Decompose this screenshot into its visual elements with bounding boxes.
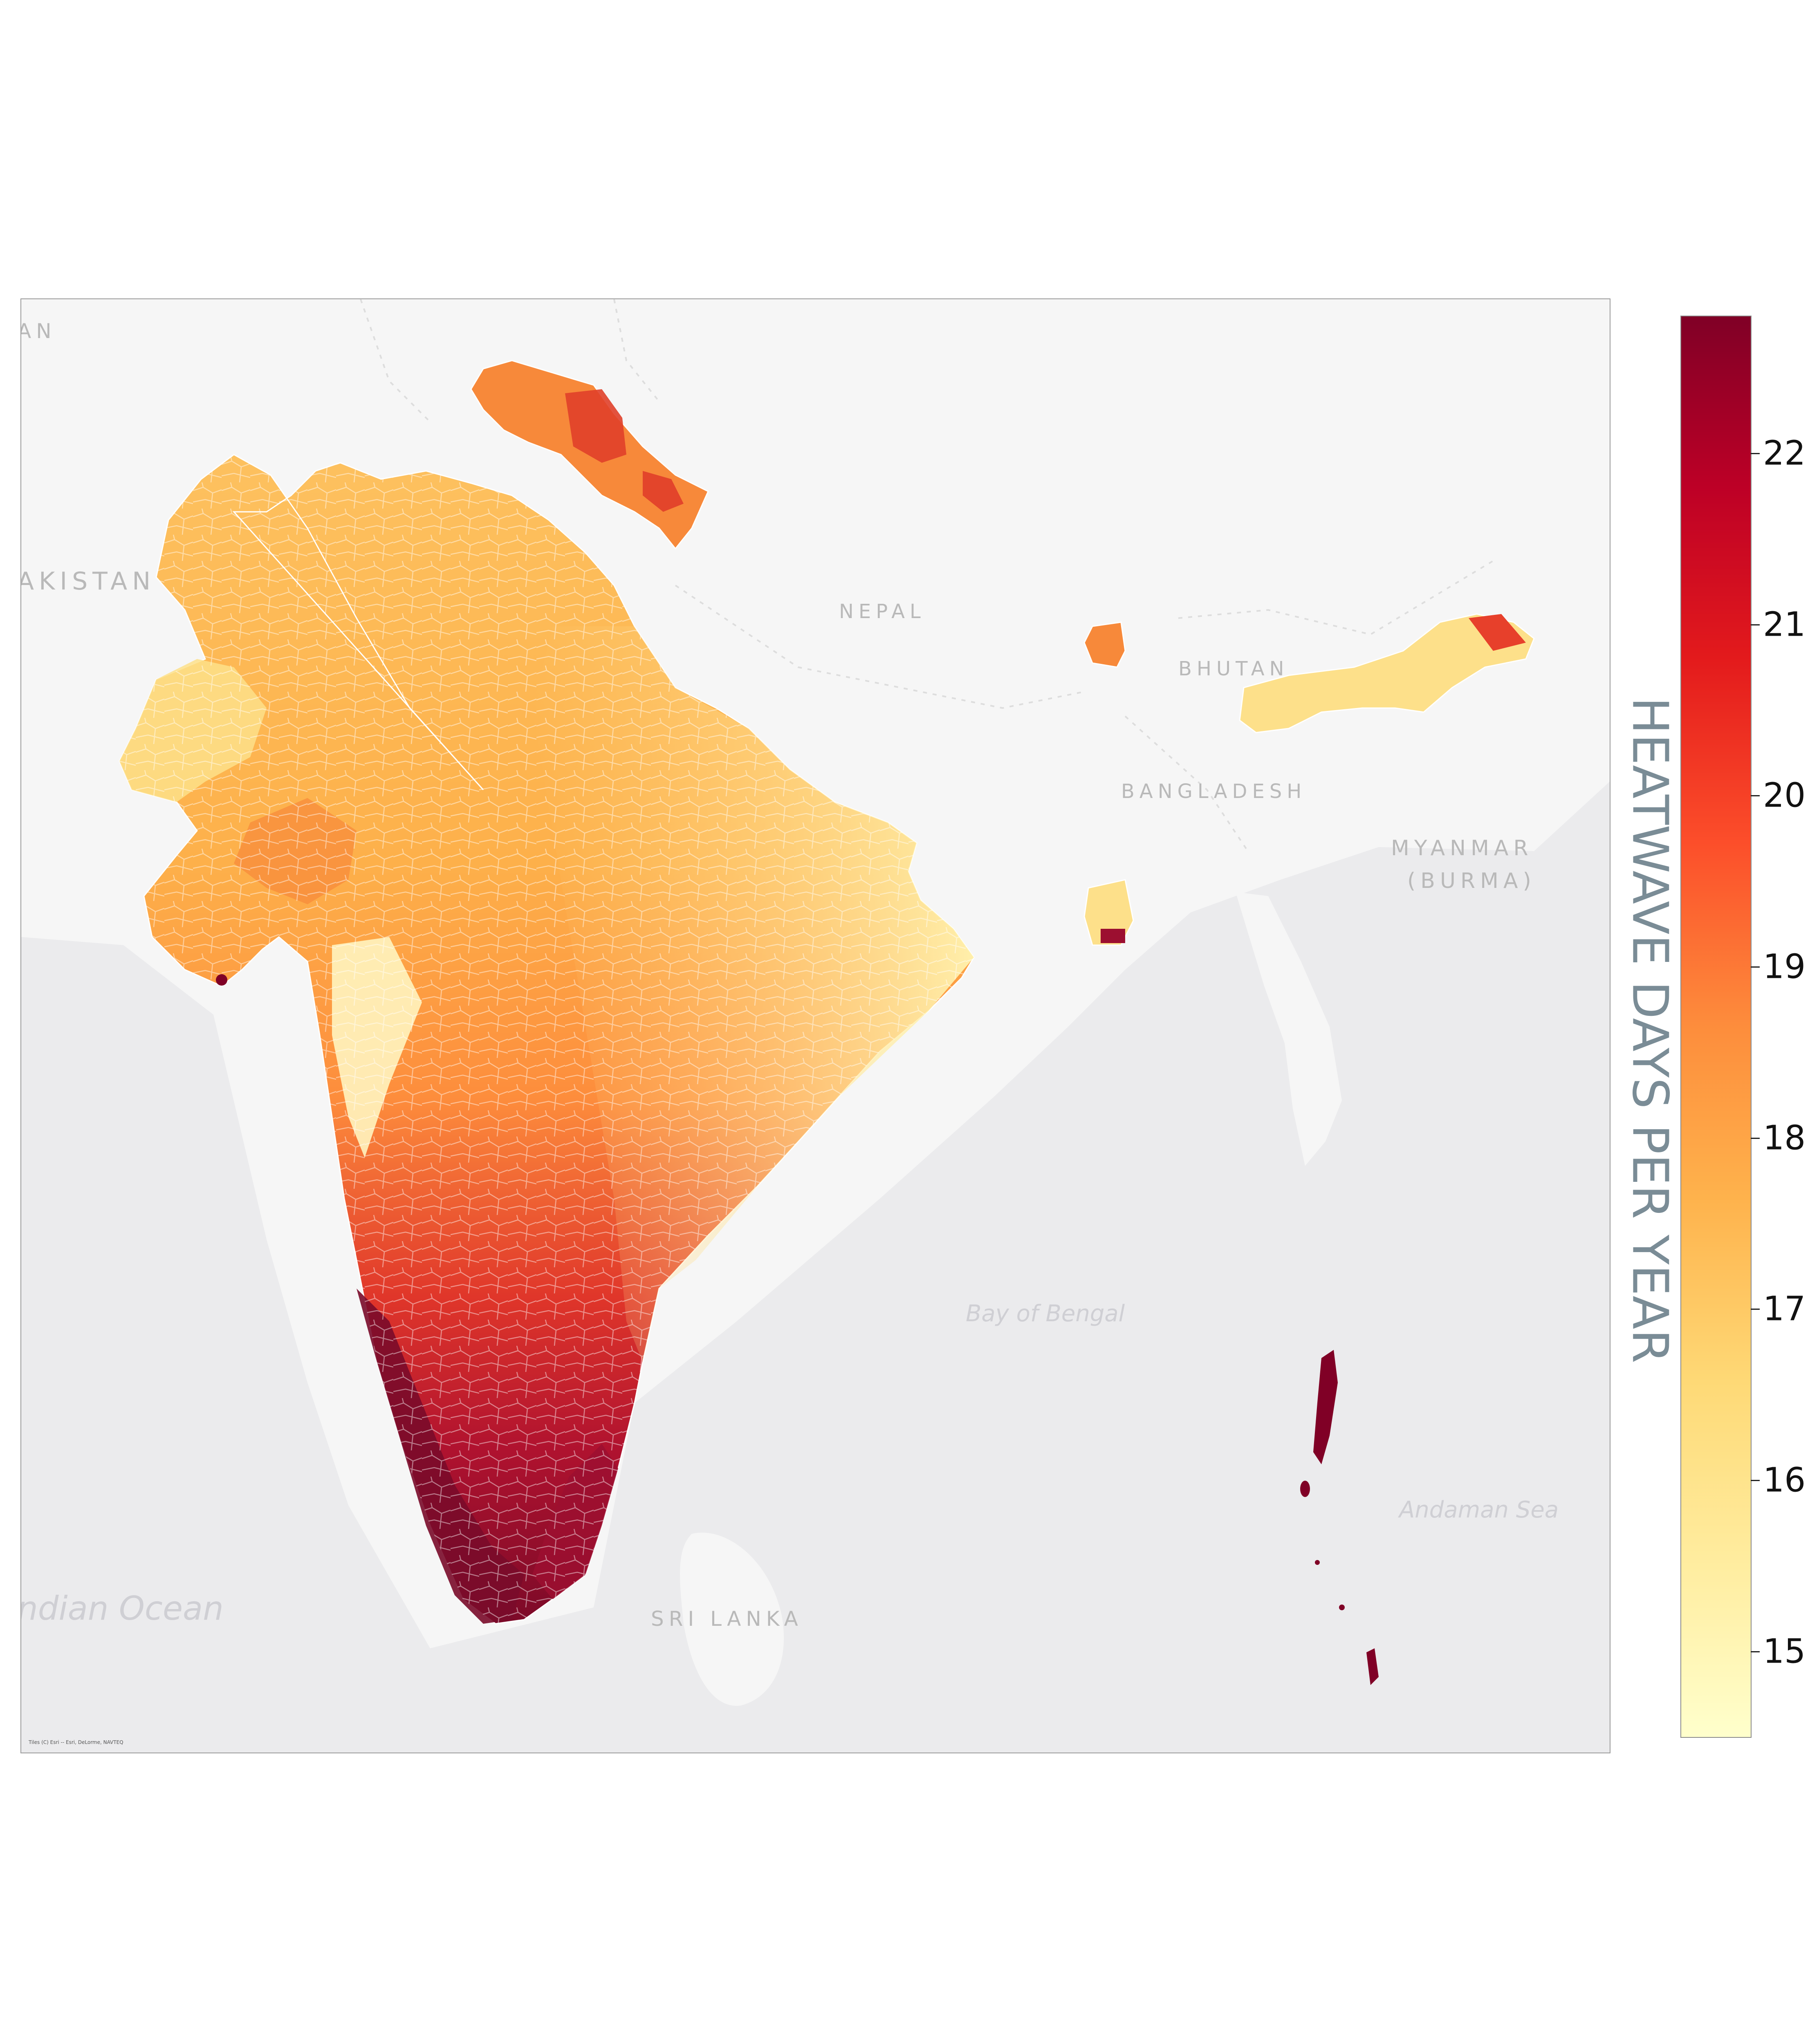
colorbar-tick xyxy=(1751,1137,1760,1139)
label-sri-lanka: SRI LANKA xyxy=(651,1607,803,1631)
colorbar-tick xyxy=(1751,453,1760,454)
sundarbans-dark xyxy=(1101,929,1125,943)
colorbar-tick-label: 16 xyxy=(1763,1461,1806,1500)
basemap-boundaries xyxy=(360,299,1494,852)
ladakh-red-2 xyxy=(643,471,684,512)
label-andaman-sea: Andaman Sea xyxy=(1398,1497,1559,1523)
colorbar-tick xyxy=(1751,1309,1760,1310)
colorbar-tick xyxy=(1751,1651,1760,1652)
colorbar-tick-label: 21 xyxy=(1763,605,1806,644)
label-indian-ocean: ndian Ocean xyxy=(21,1589,224,1627)
map-frame[interactable]: AN AKISTAN NEPAL BHUTAN BANGLADESH MYANM… xyxy=(20,298,1610,1753)
colorbar-tick xyxy=(1751,966,1760,968)
label-bhutan: BHUTAN xyxy=(1178,657,1289,680)
colorbar-tick-label: 18 xyxy=(1763,1118,1806,1158)
colorbar-tick-label: 22 xyxy=(1763,434,1806,473)
label-pakistan: AKISTAN xyxy=(21,567,155,596)
colorbar-tick xyxy=(1751,1479,1760,1481)
label-burma: (BURMA) xyxy=(1407,869,1536,893)
map-attribution: Tiles (C) Esri -- Esri, DeLorme, NAVTEQ xyxy=(29,1739,123,1745)
label-bay-of-bengal: Bay of Bengal xyxy=(966,1300,1125,1327)
label-myanmar: MYANMAR xyxy=(1391,836,1533,861)
colorbar-tick-label: 19 xyxy=(1763,947,1806,986)
colorbar-tick xyxy=(1751,624,1760,625)
gujarat-dot xyxy=(216,974,227,986)
label-bangladesh: BANGLADESH xyxy=(1121,780,1306,803)
colorbar-tick xyxy=(1751,795,1760,797)
colorbar-tick-label: 20 xyxy=(1763,776,1806,815)
place-labels: AN AKISTAN NEPAL BHUTAN BANGLADESH MYANM… xyxy=(21,319,1559,1631)
colorbar-tick-label: 15 xyxy=(1763,1632,1806,1671)
sikkim xyxy=(1083,621,1126,668)
andaman-islands[interactable] xyxy=(1300,1350,1379,1685)
india-heatwave-map[interactable]: AN AKISTAN NEPAL BHUTAN BANGLADESH MYANM… xyxy=(21,299,1610,1753)
northeast-region xyxy=(1239,613,1535,733)
ladakh-red xyxy=(565,389,626,463)
label-pakistan-top: AN xyxy=(21,319,56,343)
colorbar-tick-label: 17 xyxy=(1763,1289,1806,1329)
colorbar xyxy=(1680,316,1752,1738)
myanmar-coast xyxy=(1236,892,1342,1166)
sri-lanka-land xyxy=(680,1532,784,1706)
label-nepal: NEPAL xyxy=(839,600,926,623)
arunachal-red xyxy=(1469,614,1526,651)
colorbar-title: HEATWAVE DAYS PER YEAR xyxy=(1621,697,1678,1363)
